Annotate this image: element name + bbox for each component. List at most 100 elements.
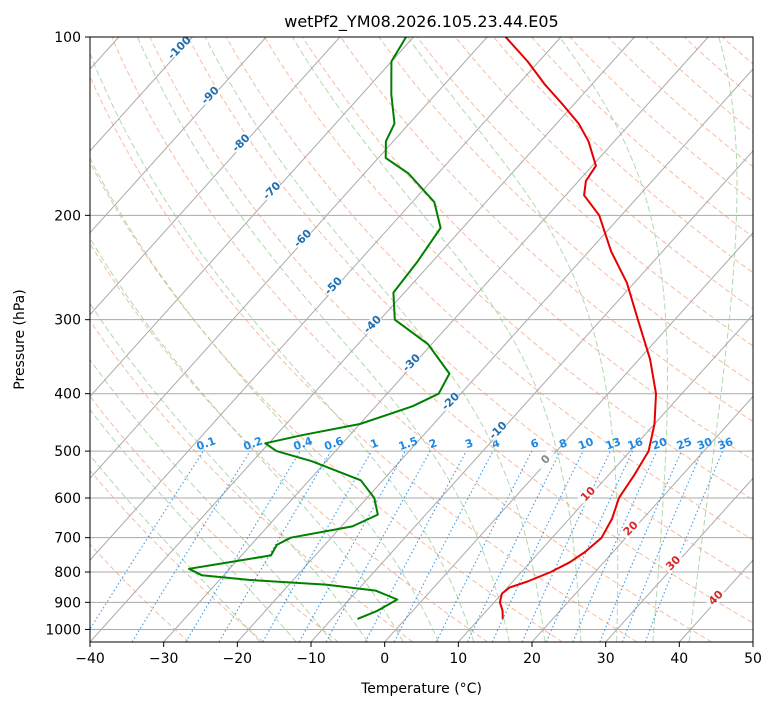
mixing-ratio-line: [325, 450, 431, 642]
moist-adiabat: [90, 52, 475, 642]
moist-adiabat: [688, 37, 738, 642]
plot-frame: [89, 36, 754, 643]
isotherm-label-bg: [230, 132, 252, 154]
isotherm-line: [310, 150, 753, 642]
profile-lines: [188, 37, 657, 620]
isotherm-label-bg: [260, 179, 283, 202]
moist-adiabat: [90, 302, 369, 642]
isotherm-label-bg: [168, 37, 191, 59]
moist-adiabat: [559, 37, 668, 642]
isotherm-label-bg: [577, 483, 600, 505]
dry-adiabat: [416, 37, 753, 347]
dry-adiabat: [569, 37, 753, 203]
y-tick-label: 700: [54, 531, 81, 547]
mixing-ratio-label: 36: [716, 435, 735, 453]
moist-adiabat: [407, 37, 619, 642]
isotherm-label-bg: [361, 313, 384, 336]
isotherm-label-bg: [534, 448, 557, 471]
moist-adiabat: [90, 157, 439, 642]
temperature-profile-line: [498, 37, 657, 619]
isotherm-line: [90, 37, 267, 234]
dry-adiabat: [90, 395, 339, 642]
x-tick-label: 40: [670, 651, 688, 667]
dry-adiabat: [111, 37, 712, 642]
isotherm-label-bg: [439, 390, 462, 413]
isotherm-label-bg: [704, 586, 727, 609]
isotherm-line: [531, 395, 753, 642]
moist-adiabat: [90, 358, 333, 642]
mixing-ratio-line: [644, 450, 724, 642]
mixing-ratio-label: 3: [463, 436, 475, 451]
mixing-ratio-label: 20: [650, 435, 669, 453]
x-tick-label: 20: [523, 651, 541, 667]
y-tick-label: 900: [54, 595, 81, 611]
isotherm-label-bg: [199, 84, 222, 107]
mixing-ratio-label: 0.2: [242, 434, 265, 453]
moist-adiabat: [291, 37, 582, 642]
mixing-ratio-label: 25: [675, 435, 694, 452]
mixing-ratio-label: 4: [490, 436, 502, 451]
isotherm-label-bg: [400, 351, 423, 374]
x-tick-label: 0: [380, 651, 389, 667]
dewpoint-profile-line: [188, 37, 451, 620]
isotherm-line: [605, 477, 753, 642]
dry-adiabat: [493, 37, 753, 274]
isotherm-line: [163, 37, 709, 642]
x-tick-label: 50: [744, 651, 762, 667]
moist-adiabat: [136, 37, 510, 642]
mixing-ratio-line: [364, 450, 467, 642]
x-tick-label: −40: [75, 651, 105, 667]
moist-adiabat: [204, 37, 546, 642]
mixing-ratio-label: 2: [427, 436, 439, 451]
mixing-ratio-label: 0.1: [195, 434, 218, 453]
isotherm-line: [457, 313, 753, 642]
mixing-ratio-label: 6: [529, 436, 541, 451]
axes: −40 −30 −20 −10 0 10 20 30 40 5010020030040050060…: [45, 30, 762, 667]
isotherm-line: [384, 231, 753, 642]
y-tick-label: 200: [54, 208, 81, 224]
mixing-ratio-line: [599, 450, 682, 642]
isotherm-line: [90, 37, 193, 152]
moist-adiabat: [90, 454, 261, 642]
x-tick-label: −10: [296, 651, 326, 667]
isotherm-line: [90, 37, 488, 480]
isotherm-label-bg: [619, 517, 642, 540]
y-axis-label: Pressure (hPa): [12, 289, 28, 389]
mixing-ratio-label: 0.4: [292, 434, 315, 453]
mixing-ratio-label: 0.6: [322, 434, 345, 453]
y-tick-label: 400: [54, 387, 81, 403]
mixing-ratio-label: 30: [695, 435, 714, 453]
dry-adiabat: [90, 75, 638, 642]
y-tick-label: 300: [54, 313, 81, 329]
mixing-ratio-line: [545, 450, 633, 642]
x-tick-label: 30: [597, 651, 615, 667]
isotherm-line: [90, 37, 414, 398]
x-tick-label: −20: [223, 651, 253, 667]
mixing-ratio-label: 1: [369, 436, 381, 451]
y-tick-label: 600: [54, 491, 81, 507]
isotherm-label-bg: [322, 275, 345, 297]
mixing-ratio-label: 10: [576, 435, 595, 453]
dry-adiabat: [90, 242, 488, 642]
chart-title: wetPf2_YM08.2026.105.23.44.E05: [284, 12, 558, 32]
x-tick-label: 10: [449, 651, 467, 667]
mixing-ratio-label: 1.5: [397, 434, 420, 453]
mixing-ratio-line: [131, 450, 251, 642]
y-tick-label: 500: [54, 444, 81, 460]
isotherm-label-bg: [487, 419, 509, 442]
x-axis-label: Temperature (°C): [360, 681, 482, 697]
isotherm-line: [236, 68, 753, 642]
moist-adiabat: [90, 237, 404, 642]
background-lines: [90, 37, 753, 642]
mixing-ratio-line: [90, 450, 204, 630]
dry-adiabat: [264, 37, 753, 501]
mixing-ratio-label: 16: [626, 435, 645, 453]
y-tick-label: 1000: [45, 622, 81, 638]
mixing-ratio-line: [435, 450, 533, 642]
isotherm-line: [90, 37, 635, 642]
dry-adiabat: [149, 37, 753, 624]
dry-adiabat: [225, 37, 753, 541]
x-tick-label: −30: [149, 651, 179, 667]
mixing-ratio-label: 13: [604, 435, 623, 452]
mixing-ratio-line: [572, 450, 658, 642]
